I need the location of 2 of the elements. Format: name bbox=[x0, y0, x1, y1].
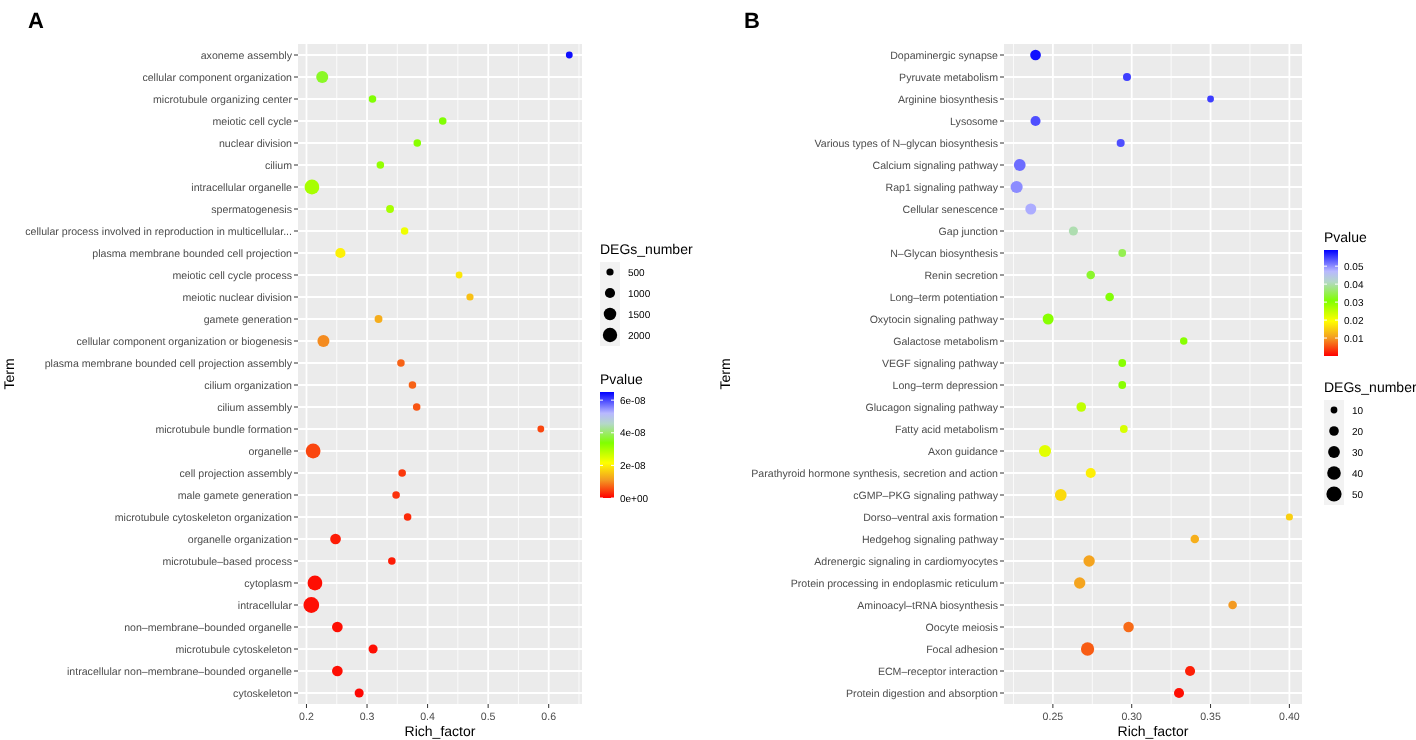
text: A bbox=[28, 10, 44, 34]
text: B bbox=[744, 10, 760, 34]
